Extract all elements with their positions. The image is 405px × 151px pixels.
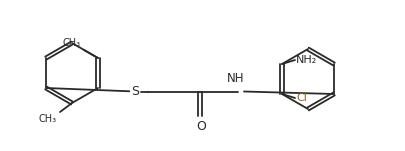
Text: CH₃: CH₃ bbox=[63, 38, 81, 48]
Text: NH: NH bbox=[227, 72, 244, 85]
Text: O: O bbox=[196, 120, 205, 133]
Text: NH₂: NH₂ bbox=[295, 55, 316, 65]
Text: CH₃: CH₃ bbox=[39, 114, 57, 124]
Text: S: S bbox=[131, 85, 139, 98]
Text: Cl: Cl bbox=[295, 93, 306, 103]
